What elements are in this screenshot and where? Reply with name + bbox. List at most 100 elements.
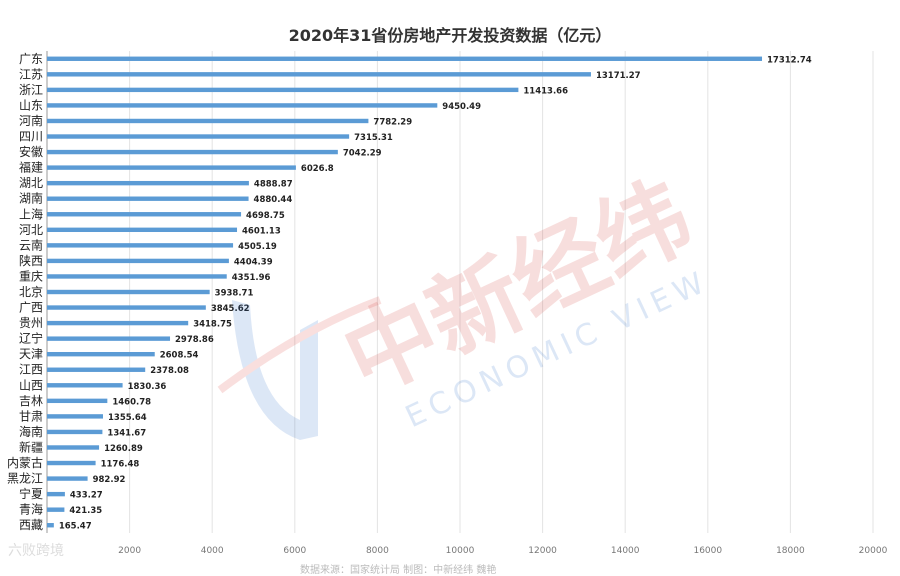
value-label: 4601.13 (242, 226, 281, 236)
bar (47, 87, 519, 93)
x-tick-label: 8000 (366, 546, 389, 556)
category-label: 广西 (19, 301, 43, 315)
category-label: 陕西 (19, 253, 43, 268)
x-tick-label: 2000 (118, 546, 141, 556)
bar (47, 507, 65, 512)
value-label: 1176.48 (101, 460, 140, 470)
category-label: 云南 (19, 237, 43, 252)
category-label: 辽宁 (19, 331, 43, 346)
bar (47, 414, 103, 419)
category-label: 贵州 (19, 316, 43, 330)
value-label: 3418.75 (193, 320, 232, 330)
category-label: 青海 (19, 502, 43, 517)
category-label: 山东 (19, 98, 43, 112)
category-label: 福建 (19, 160, 43, 175)
category-label: 甘肃 (19, 409, 43, 423)
value-label: 3938.71 (215, 289, 254, 299)
category-label: 吉林 (19, 394, 43, 408)
bar (47, 398, 108, 404)
value-label: 4505.19 (238, 242, 277, 252)
category-label: 内蒙古 (7, 455, 43, 470)
value-label: 4404.39 (234, 257, 273, 267)
value-label: 1830.36 (128, 382, 167, 392)
value-label: 433.27 (70, 491, 103, 501)
bar (47, 165, 296, 170)
bar (47, 212, 242, 217)
category-label: 北京 (19, 285, 43, 299)
category-label: 广东 (19, 52, 43, 66)
corner-watermark: 六败跨境 (8, 543, 64, 559)
category-label: 西藏 (19, 518, 43, 532)
value-label: 421.35 (69, 506, 102, 516)
bar (47, 227, 238, 233)
bar (47, 491, 65, 497)
x-tick-label: 18000 (776, 546, 805, 556)
category-label: 安徽 (19, 144, 43, 159)
value-label: 17312.74 (767, 55, 812, 65)
x-tick-label: 16000 (693, 546, 722, 556)
value-label: 2608.54 (160, 351, 199, 361)
value-label: 1355.64 (108, 413, 147, 423)
bar (47, 445, 100, 450)
bar (47, 134, 350, 139)
category-label: 天津 (19, 347, 43, 361)
x-tick-label: 14000 (611, 546, 640, 556)
value-label: 3845.62 (211, 304, 250, 314)
category-label: 江苏 (19, 67, 43, 81)
category-label: 湖北 (19, 175, 43, 190)
value-label: 9450.49 (442, 102, 481, 112)
bar (47, 320, 189, 326)
category-label: 新疆 (19, 439, 43, 454)
value-label: 2978.86 (175, 335, 214, 345)
bar (47, 118, 369, 124)
x-tick-label: 4000 (201, 546, 224, 556)
bar (47, 149, 338, 155)
bar (47, 460, 96, 466)
category-label: 河北 (19, 223, 43, 237)
x-tick-label: 10000 (446, 546, 475, 556)
bar (47, 274, 227, 279)
category-label: 浙江 (19, 83, 43, 97)
bar (47, 258, 229, 264)
category-label: 河南 (19, 113, 43, 128)
value-label: 7782.29 (373, 117, 412, 127)
value-label: 4351.96 (232, 273, 271, 283)
value-label: 7315.31 (354, 133, 393, 143)
bar (47, 367, 146, 372)
category-label: 山西 (19, 378, 43, 392)
category-label: 四川 (19, 130, 43, 144)
category-label: 湖南 (19, 191, 43, 206)
value-label: 6026.8 (301, 164, 334, 174)
bar (47, 72, 591, 77)
bar (47, 429, 103, 435)
value-label: 1460.78 (112, 397, 151, 407)
bar (47, 305, 206, 310)
x-tick-label: 20000 (859, 546, 888, 556)
bar (47, 383, 123, 388)
value-label: 4698.75 (246, 211, 285, 221)
value-label: 982.92 (93, 475, 126, 485)
bar (47, 196, 249, 201)
bar (47, 336, 171, 341)
category-label: 江西 (19, 363, 43, 377)
bar (47, 476, 88, 481)
x-tick-label: 6000 (283, 546, 306, 556)
category-label: 上海 (19, 206, 43, 221)
bar (47, 56, 763, 61)
bar (47, 289, 210, 295)
value-label: 4880.44 (254, 195, 293, 205)
bar (47, 103, 438, 108)
value-label: 13171.27 (596, 71, 641, 81)
bar (47, 351, 155, 357)
category-label: 重庆 (19, 269, 43, 283)
value-label: 11413.66 (523, 86, 568, 96)
chart-title: 2020年31省份房地产开发投资数据（亿元） (288, 26, 612, 45)
value-label: 4888.87 (254, 180, 293, 190)
value-label: 1260.89 (104, 444, 143, 454)
category-label: 黑龙江 (7, 472, 43, 486)
bar (47, 243, 234, 248)
value-label: 7042.29 (343, 149, 382, 159)
bar (47, 523, 54, 528)
value-label: 165.47 (59, 522, 92, 532)
